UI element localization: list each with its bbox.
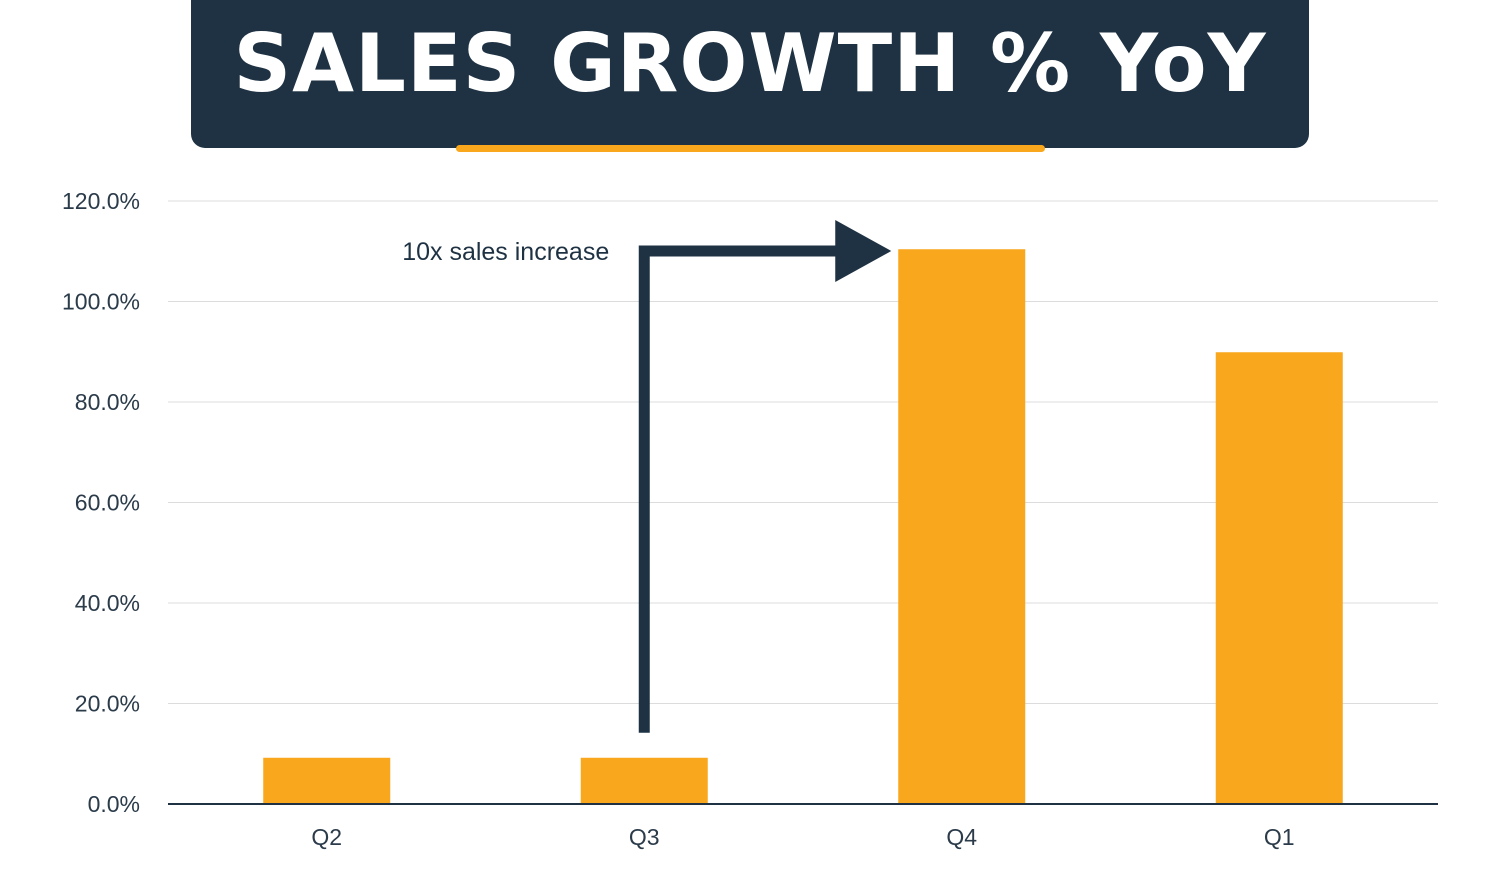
x-axis-tick-labels: Q2 Q3 Q4 Q1 <box>311 824 1294 850</box>
bar-q2 <box>263 757 391 804</box>
annotation-arrowhead <box>835 220 892 282</box>
title-banner: SALES GROWTH % YoY <box>191 0 1309 148</box>
y-tick-label: 40.0% <box>75 590 140 616</box>
title-underline <box>456 145 1045 152</box>
annotation-arrow <box>638 245 837 733</box>
y-axis-tick-labels: 0.0% 20.0% 40.0% 60.0% 80.0% 100.0% 120.0% <box>62 188 140 817</box>
annotation-label: 10x sales increase <box>402 238 609 266</box>
y-tick-label: 60.0% <box>75 490 140 516</box>
x-tick-label: Q2 <box>311 824 342 850</box>
x-tick-label: Q4 <box>946 824 977 850</box>
x-tick-label: Q3 <box>629 824 660 850</box>
chart-title: SALES GROWTH % YoY <box>233 17 1267 110</box>
bars <box>263 249 1343 805</box>
y-tick-label: 80.0% <box>75 389 140 415</box>
y-tick-label: 100.0% <box>62 289 140 315</box>
x-tick-label: Q1 <box>1264 824 1295 850</box>
y-tick-label: 120.0% <box>62 188 140 214</box>
annotation: 10x sales increase <box>402 220 892 733</box>
bar-q1 <box>1215 352 1343 804</box>
y-tick-label: 20.0% <box>75 691 140 717</box>
bar-q4 <box>898 249 1026 805</box>
bar-q3 <box>580 757 708 804</box>
y-tick-label: 0.0% <box>88 791 140 817</box>
